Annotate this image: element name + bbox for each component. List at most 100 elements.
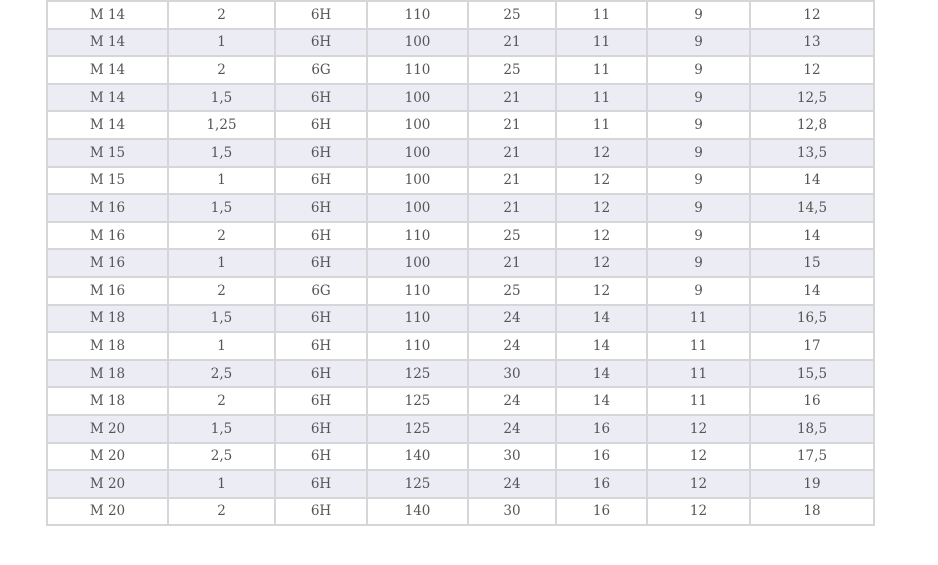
table-cell: 100	[366, 82, 469, 113]
table-cell: 16	[555, 496, 648, 527]
table-cell: 2	[167, 220, 276, 251]
table-cell: 14,5	[749, 193, 875, 223]
table-cell: 9	[646, 137, 751, 168]
table-cell: 16	[749, 386, 875, 416]
table-row: M 15 1,5 6H 100 21 12 9 13,5	[46, 137, 875, 168]
table-cell: 21	[467, 27, 557, 58]
table-cell: 2,5	[167, 358, 276, 389]
table-cell: 18	[749, 496, 875, 527]
table-cell: 2	[167, 386, 276, 416]
table-cell: 1	[167, 469, 276, 499]
table-cell: 16	[555, 469, 648, 499]
table-cell: 12	[555, 248, 648, 278]
table-cell: 21	[467, 193, 557, 223]
table-cell: M 16	[46, 220, 169, 251]
table-row: M 14 1,25 6H 100 21 11 9 12,8	[46, 110, 875, 140]
table-cell: 11	[555, 82, 648, 113]
table-cell: 6H	[274, 82, 368, 113]
table-cell: 2	[167, 0, 276, 30]
table-cell: 24	[467, 303, 557, 334]
table-cell: 12	[646, 496, 751, 527]
table-cell: M 18	[46, 303, 169, 334]
table-cell: 30	[467, 496, 557, 527]
table-cell: 25	[467, 220, 557, 251]
table-cell: 12	[555, 137, 648, 168]
table-cell: 12	[555, 220, 648, 251]
table-cell: M 20	[46, 469, 169, 499]
table-cell: 6H	[274, 496, 368, 527]
table-cell: 14	[749, 220, 875, 251]
table-cell: 13,5	[749, 137, 875, 168]
table-cell: 11	[646, 386, 751, 416]
table-cell: 100	[366, 137, 469, 168]
table-cell: 12,8	[749, 110, 875, 140]
table-cell: 12	[646, 469, 751, 499]
table-cell: M 14	[46, 27, 169, 58]
table-row: M 14 1 6H 100 21 11 9 13	[46, 27, 875, 58]
table-cell: 9	[646, 0, 751, 30]
table-cell: 6H	[274, 413, 368, 444]
table-cell: 9	[646, 110, 751, 140]
table-cell: M 16	[46, 275, 169, 306]
table-cell: 12	[749, 55, 875, 85]
table-cell: 14	[749, 275, 875, 306]
table-cell: 17,5	[749, 441, 875, 472]
table-row: M 16 2 6G 110 25 12 9 14	[46, 275, 875, 306]
table-cell: 6H	[274, 441, 368, 472]
table-row: M 20 2 6H 140 30 16 12 18	[46, 496, 875, 527]
table-cell: 125	[366, 358, 469, 389]
table-cell: 16	[555, 441, 648, 472]
table-cell: 1	[167, 27, 276, 58]
table-cell: 6G	[274, 55, 368, 85]
table-cell: 19	[749, 469, 875, 499]
table-cell: 1,5	[167, 82, 276, 113]
table-cell: 140	[366, 496, 469, 527]
table-cell: 6H	[274, 27, 368, 58]
table-row: M 15 1 6H 100 21 12 9 14	[46, 165, 875, 196]
table-cell: 21	[467, 137, 557, 168]
table-cell: 12	[646, 413, 751, 444]
table-row: M 14 2 6G 110 25 11 9 12	[46, 55, 875, 85]
table-cell: 6H	[274, 303, 368, 334]
table-row: M 18 2,5 6H 125 30 14 11 15,5	[46, 358, 875, 389]
table-cell: 25	[467, 55, 557, 85]
table-cell: 6H	[274, 358, 368, 389]
table-cell: M 14	[46, 55, 169, 85]
table-cell: 11	[555, 55, 648, 85]
table-cell: 6H	[274, 193, 368, 223]
table-cell: 2	[167, 496, 276, 527]
table-row: M 14 2 6H 110 25 11 9 12	[46, 0, 875, 30]
table-cell: 110	[366, 55, 469, 85]
table-row: M 20 1 6H 125 24 16 12 19	[46, 469, 875, 499]
table-cell: 125	[366, 413, 469, 444]
table-cell: 12,5	[749, 82, 875, 113]
table-cell: M 15	[46, 165, 169, 196]
table-cell: 21	[467, 165, 557, 196]
table-cell: 6H	[274, 469, 368, 499]
table-cell: 9	[646, 248, 751, 278]
thread-spec-table: M 14 2 6H 110 25 11 9 12 M 14 1 6H 100 21 11 9 13 M 14 2 6…	[46, 0, 875, 527]
table-cell: 11	[646, 331, 751, 361]
table-cell: 1,25	[167, 110, 276, 140]
table-row: M 18 1,5 6H 110 24 14 11 16,5	[46, 303, 875, 334]
table-cell: M 18	[46, 386, 169, 416]
table-cell: 110	[366, 0, 469, 30]
table-cell: 14	[555, 358, 648, 389]
table-cell: 9	[646, 82, 751, 113]
table-cell: 12	[555, 165, 648, 196]
table-cell: 6H	[274, 0, 368, 30]
table-cell: 110	[366, 303, 469, 334]
table-cell: 9	[646, 193, 751, 223]
table-cell: 100	[366, 27, 469, 58]
table-cell: 15,5	[749, 358, 875, 389]
table-cell: 6H	[274, 331, 368, 361]
table-cell: 100	[366, 193, 469, 223]
table-cell: 100	[366, 248, 469, 278]
table-cell: 110	[366, 331, 469, 361]
table-cell: 12	[646, 441, 751, 472]
table-cell: 30	[467, 358, 557, 389]
table-cell: M 14	[46, 82, 169, 113]
table-cell: 2	[167, 55, 276, 85]
table-cell: 14	[555, 331, 648, 361]
table-cell: 6H	[274, 110, 368, 140]
